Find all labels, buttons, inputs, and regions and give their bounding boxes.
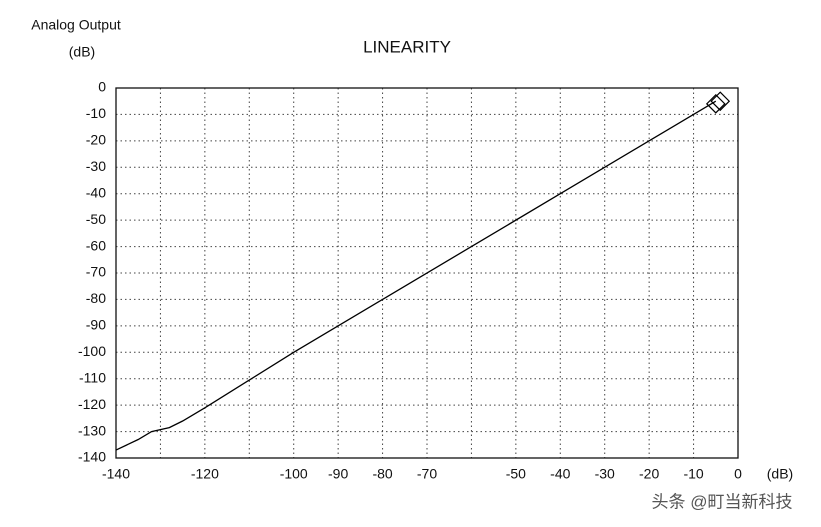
x-tick-label: -140 [102, 466, 130, 482]
x-tick-label: -10 [683, 466, 703, 482]
y-tick-label: -90 [86, 317, 106, 333]
x-tick-label: -120 [191, 466, 219, 482]
y-tick-label: -130 [78, 422, 106, 438]
y-axis-label: Analog Output [31, 17, 121, 33]
y-tick-label: -80 [86, 290, 106, 306]
x-tick-label: -40 [550, 466, 570, 482]
x-tick-label: -30 [595, 466, 615, 482]
x-tick-label: -100 [280, 466, 308, 482]
x-tick-label: -80 [372, 466, 392, 482]
y-tick-label: -140 [78, 449, 106, 465]
x-tick-label: 0 [734, 466, 742, 482]
y-tick-label: -40 [86, 184, 106, 200]
y-tick-label: -20 [86, 132, 106, 148]
y-tick-label: -120 [78, 396, 106, 412]
data-line [115, 100, 717, 451]
y-tick-label: -10 [86, 105, 106, 121]
y-tick-label: -50 [86, 211, 106, 227]
x-axis-label: (dB) [767, 466, 793, 482]
x-tick-label: -20 [639, 466, 659, 482]
chart-title: LINEARITY [363, 37, 451, 56]
y-tick-label: -100 [78, 343, 106, 359]
watermark: 头条 @町当新科技 [652, 492, 793, 511]
y-tick-label: -30 [86, 158, 106, 174]
y-tick-label: -60 [86, 237, 106, 253]
x-tick-label: -50 [506, 466, 526, 482]
plot-frame [115, 87, 739, 459]
y-tick-label: -70 [86, 264, 106, 280]
y-tick-label: -110 [79, 369, 106, 385]
y-tick-label: 0 [98, 79, 106, 95]
marker [705, 94, 726, 114]
y-axis-unit: (dB) [69, 44, 95, 60]
x-tick-label: -90 [328, 466, 348, 482]
marker [710, 91, 731, 112]
x-tick-label: -70 [417, 466, 437, 482]
